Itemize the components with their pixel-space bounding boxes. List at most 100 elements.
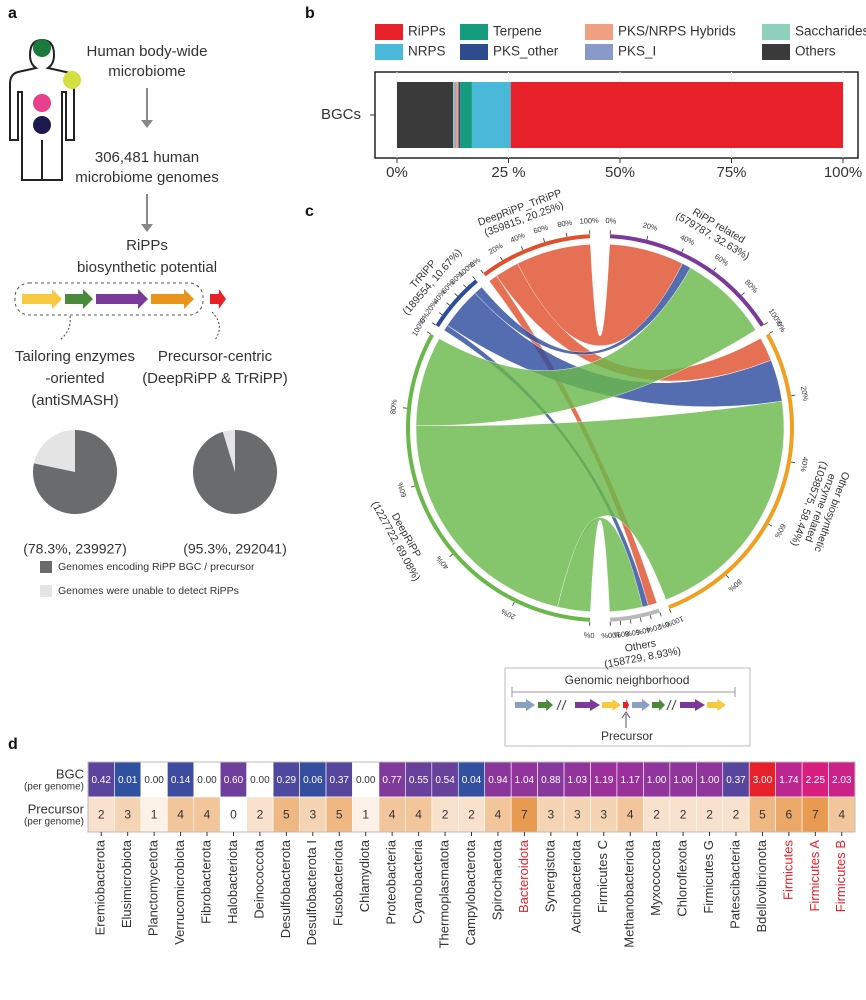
flow-arrow-head — [141, 120, 153, 128]
gene-arrow — [575, 699, 600, 711]
heat-cell — [563, 761, 591, 798]
legend-label: PKS_I — [618, 44, 656, 59]
bar-segment — [397, 82, 454, 148]
arc-tick-label: 20% — [642, 220, 659, 232]
heat-cell — [167, 796, 195, 833]
row-label: (per genome) — [24, 817, 84, 828]
cell-label: 1 — [151, 808, 158, 822]
category-label: Chlamydiota — [357, 839, 372, 912]
cell-label: 2 — [653, 808, 660, 822]
cell-label: 0 — [230, 808, 237, 822]
gene-arrow — [680, 699, 705, 711]
arc-tick-label: 0% — [605, 216, 617, 226]
heat-cell — [405, 796, 433, 833]
category-label: Firmicutes G — [701, 840, 716, 914]
cell-label: 2 — [257, 808, 264, 822]
category-label: Proteobacteria — [384, 839, 399, 924]
cell-label: 0.00 — [144, 775, 164, 786]
step-text: microbiome genomes — [75, 169, 218, 186]
category-label: Synergistota — [542, 839, 557, 912]
heat-cell — [352, 761, 380, 798]
cell-label: 1.00 — [673, 775, 693, 786]
legend-label: PKS_other — [493, 44, 559, 59]
arc-tick-label: 20% — [645, 622, 662, 635]
legend-label: PKS/NRPS Hybrids — [618, 24, 736, 39]
heat-cell — [272, 796, 300, 833]
arc-tick-label: 80% — [557, 218, 574, 229]
heat-cell — [457, 761, 486, 798]
heat-cell — [722, 761, 750, 798]
pie-label: (95.3%, 292041) — [183, 541, 287, 557]
category-label: Firmicutes C — [595, 840, 610, 913]
gene-arrow — [210, 289, 226, 309]
arc-tick-label: 60% — [395, 481, 408, 498]
arc-tick — [669, 608, 672, 613]
step-text: Human body-wide — [87, 43, 208, 60]
cell-label: 0.37 — [330, 775, 350, 786]
arc-tick-label: 20% — [499, 607, 517, 622]
panel-letter: d — [8, 736, 18, 753]
arc-tick — [768, 523, 773, 527]
inset-marker: Precursor — [601, 729, 653, 743]
cell-label: 2 — [706, 808, 713, 822]
gene-arrow — [65, 289, 93, 309]
category-label: Desulfobacterota — [278, 839, 293, 938]
legend-swatch — [375, 24, 403, 40]
arc-tick-label: 60% — [624, 627, 641, 638]
legend-label: Others — [795, 44, 836, 59]
heat-cell — [643, 796, 671, 833]
chord-ribbon — [415, 400, 785, 608]
y-tick-label: BGCs — [321, 106, 361, 123]
arc-tick-label: 60% — [713, 252, 731, 268]
cell-label: 3 — [574, 808, 581, 822]
panel-letter: b — [305, 5, 315, 22]
cell-label: 1 — [362, 808, 369, 822]
arc-tick-label: 60% — [532, 223, 549, 236]
cell-label: 4 — [627, 808, 634, 822]
cell-label: 2.25 — [806, 775, 826, 786]
arc-tick-label: 100% — [579, 216, 599, 226]
heat-cell — [193, 796, 221, 833]
cell-label: 2 — [468, 808, 475, 822]
cell-label: 1.74 — [779, 775, 799, 786]
arc-tick — [649, 615, 652, 620]
chord-arc-edge — [609, 603, 658, 615]
bar-segment — [453, 82, 455, 148]
precursor-pointer-head — [621, 711, 631, 719]
inset-title: Genomic neighborhood — [565, 673, 690, 687]
category-label: Bdellovibrionota — [754, 839, 769, 932]
cell-label: 1.04 — [515, 775, 535, 786]
arc-tick — [449, 553, 453, 558]
category-label: Verrucomicrobiota — [172, 839, 187, 945]
arc-tick — [681, 248, 684, 253]
cell-label: 3 — [600, 808, 607, 822]
cell-label: 7 — [521, 808, 528, 822]
cell-label: 2.03 — [832, 775, 852, 786]
heat-cell — [775, 796, 803, 833]
heat-cell — [616, 796, 644, 833]
cell-label: 2 — [680, 808, 687, 822]
panel-letter: c — [305, 203, 314, 220]
flow-arrow-head — [141, 224, 153, 232]
gene-arrow — [22, 289, 62, 309]
category-label: Methanobacteriota — [622, 839, 637, 947]
arc-tick — [769, 331, 774, 334]
bar-segment — [455, 82, 459, 148]
legend-label: Saccharides — [795, 24, 866, 39]
approach-text: (antiSMASH) — [31, 392, 119, 409]
arc-tick — [659, 612, 662, 617]
x-tick-label: 0% — [386, 164, 408, 181]
cell-label: 4 — [495, 808, 502, 822]
chord-arc — [435, 279, 478, 328]
arc-tick-label: 80% — [613, 629, 629, 640]
cell-label: 0.94 — [488, 775, 508, 786]
heat-cell — [246, 796, 274, 833]
category-label: Firmicutes — [780, 840, 795, 900]
cell-label: 3 — [124, 808, 131, 822]
panel-letter: a — [8, 5, 17, 22]
category-label: Chloroflexota — [675, 839, 690, 916]
cell-label: 7 — [812, 808, 819, 822]
step-text: microbiome — [108, 63, 186, 80]
arc-tick-label: 60% — [772, 522, 787, 540]
